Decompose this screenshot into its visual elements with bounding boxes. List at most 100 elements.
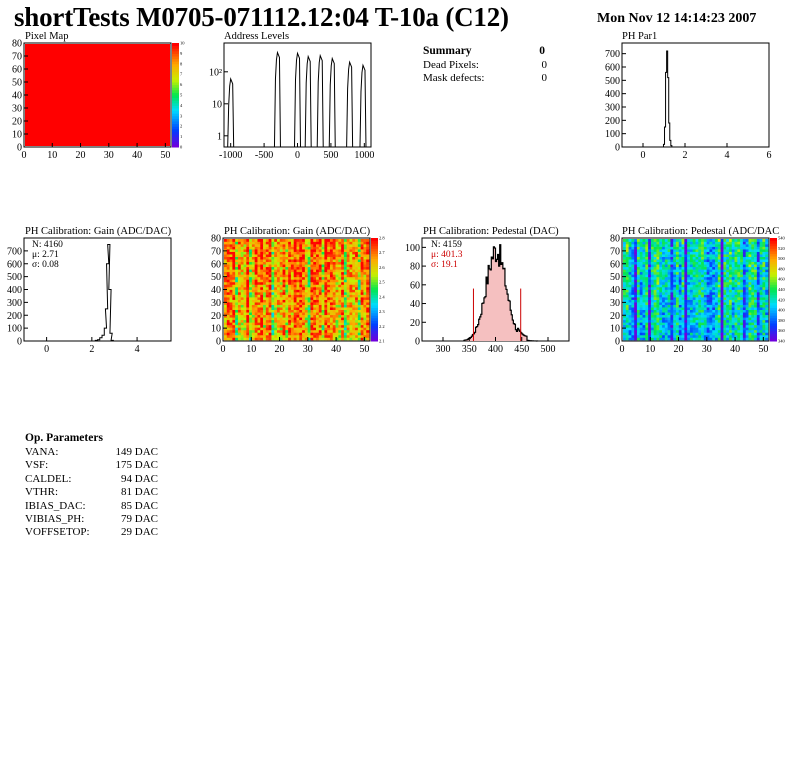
heatmap-cell [695,284,699,288]
heatmap-cell [765,241,769,245]
heatmap-cell [257,307,261,310]
heatmap-cell [243,239,247,242]
heatmap-cell [251,322,255,326]
heatmap-cell [742,334,746,338]
colorbar-cell [172,76,179,80]
heatmap-cell [313,289,317,293]
heatmap-cell [332,327,336,331]
heatmap-cell [731,302,735,305]
heatmap-cell [681,251,685,255]
heatmap-cell [237,307,242,310]
heatmap-cell [695,271,699,275]
heatmap-cell [318,241,322,245]
heatmap-cell [318,259,322,263]
heatmap-cell [754,251,758,255]
heatmap-cell [265,337,269,341]
heatmap-cell [318,327,322,331]
colorbar-cell [770,330,777,334]
heatmap-cell [751,309,755,313]
heatmap-cell [695,289,699,293]
heatmap-cell [274,276,278,280]
heatmap-cell [734,276,738,280]
heatmap-cell [695,239,699,242]
heatmap-cell [623,307,627,310]
heatmap-cell [265,319,269,323]
heatmap-cell [645,284,649,288]
heatmap-cell [701,337,705,341]
heatmap-cell [659,324,663,328]
heatmap-cell [355,322,359,326]
heatmap-cell [745,302,749,305]
heatmap-cell [712,297,716,300]
heatmap-cell [226,254,230,257]
colorbar-cell [770,286,777,290]
heatmap-cell [715,254,719,257]
heatmap-cell [715,244,719,247]
heatmap-cell [251,292,255,295]
heatmap-cell [251,324,255,328]
heatmap-cell [720,281,724,285]
heatmap-cell [717,329,721,333]
heatmap-cell [684,266,688,270]
heatmap-cell [639,256,643,260]
heatmap-cell [653,299,657,303]
heatmap-cell [296,324,300,328]
heatmap-cell [243,327,247,331]
x-tick-label: 30 [702,344,712,355]
heatmap-cell [762,297,766,300]
heatmap-cell [762,332,766,336]
heatmap-cell [341,281,345,285]
heatmap-cell [759,307,763,310]
heatmap-cell [324,289,328,293]
heatmap-cell [675,276,680,280]
heatmap-cell [645,297,649,300]
heatmap-cell [765,239,769,242]
heatmap-cell [748,319,752,323]
heatmap-cell [689,334,694,338]
heatmap-cell [285,259,289,263]
heatmap-cell [265,297,269,300]
heatmap-cell [332,249,336,252]
heatmap-cell [335,241,339,245]
heatmap-cell [762,309,766,313]
heatmap-cell [240,251,244,255]
heatmap-cell [667,251,671,255]
heatmap-cell [692,286,696,290]
heatmap-cell [335,251,339,255]
heatmap-cell [341,289,345,293]
heatmap-cell [313,304,317,308]
heatmap-cell [765,279,769,283]
heatmap-cell [709,337,713,341]
heatmap-cell [232,332,236,336]
heatmap-cell [642,256,646,260]
heatmap-cell [307,314,311,318]
heatmap-cell [673,319,677,323]
heatmap-cell [631,259,635,263]
heatmap-cell [302,286,306,290]
heatmap-cell [355,332,359,336]
heatmap-cell [299,337,303,341]
heatmap-cell [313,276,317,280]
heatmap-cell [726,271,730,275]
heatmap-cell [720,327,724,331]
heatmap-cell [703,289,707,293]
heatmap-cell [327,264,331,268]
heatmap-cell [290,317,295,321]
y-tick-label: 30 [610,298,620,309]
heatmap-cell [268,261,272,265]
heatmap-cell [678,309,682,313]
heatmap-cell [246,317,250,321]
heatmap-cell [335,274,339,278]
heatmap-cell [625,304,629,308]
heatmap-cell [645,322,649,326]
heatmap-cell [274,274,278,278]
heatmap-cell [712,259,716,263]
heatmap-cell [698,322,702,326]
heatmap-cell [226,281,230,285]
heatmap-cell [712,274,716,278]
heatmap-cell [226,266,230,270]
heatmap-cell [670,281,674,285]
heatmap-cell [265,264,269,268]
heatmap-cell [701,281,705,285]
heatmap-cell [310,289,314,293]
